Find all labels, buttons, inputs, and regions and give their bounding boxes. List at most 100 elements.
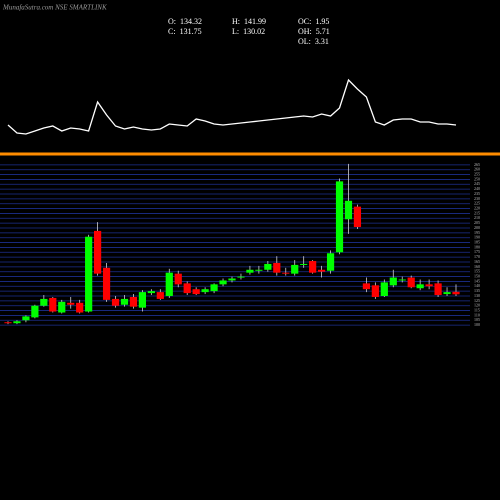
y-tick-label: 180 bbox=[474, 244, 480, 249]
y-tick-label: 165 bbox=[474, 259, 480, 264]
candle-body bbox=[156, 292, 164, 299]
y-tick-label: 145 bbox=[474, 278, 480, 283]
y-tick-label: 250 bbox=[474, 176, 480, 181]
candle-body bbox=[452, 291, 460, 295]
ohlc-stat: OC: 1.95 bbox=[298, 17, 329, 26]
y-tick-label: 205 bbox=[474, 220, 480, 225]
y-tick-label: 150 bbox=[474, 273, 480, 278]
candle-body bbox=[318, 269, 326, 272]
y-tick-label: 105 bbox=[474, 317, 480, 322]
ohlc-stat: O: 134.32 bbox=[168, 17, 202, 26]
candle-body bbox=[67, 302, 75, 305]
y-tick-label: 240 bbox=[474, 186, 480, 191]
ohlc-stat: OL: 3.31 bbox=[298, 37, 329, 46]
stat-label: OL: bbox=[298, 37, 311, 46]
candle-body bbox=[255, 269, 263, 271]
y-tick-label: 170 bbox=[474, 254, 480, 259]
candle-body bbox=[49, 297, 57, 312]
y-tick-label: 130 bbox=[474, 293, 480, 298]
chart-title: MunafaSutra.com NSE SMARTLINK bbox=[2, 4, 107, 12]
y-tick-label: 135 bbox=[474, 288, 480, 293]
y-tick-label: 155 bbox=[474, 269, 480, 274]
candle-body bbox=[380, 282, 388, 296]
y-tick-label: 175 bbox=[474, 249, 480, 254]
candle-body bbox=[138, 292, 146, 308]
candle-body bbox=[201, 289, 209, 293]
y-tick-label: 115 bbox=[474, 307, 480, 312]
stat-label: OH: bbox=[298, 27, 312, 36]
candle-body bbox=[85, 236, 93, 312]
stat-label: H: bbox=[232, 17, 240, 26]
y-tick-label: 230 bbox=[474, 196, 480, 201]
candle-body bbox=[237, 276, 245, 278]
candle-body bbox=[120, 298, 129, 305]
candle-body bbox=[228, 278, 236, 281]
candle-body bbox=[102, 267, 111, 300]
candle-body bbox=[111, 298, 120, 306]
candle-body bbox=[147, 291, 155, 294]
candle-body bbox=[389, 277, 397, 286]
indicator-line bbox=[7, 78, 457, 135]
candle-body bbox=[300, 263, 308, 265]
y-tick-label: 125 bbox=[474, 298, 480, 303]
candle-body bbox=[22, 316, 30, 321]
candle-body bbox=[31, 305, 39, 318]
ohlc-stat: C: 131.75 bbox=[168, 27, 202, 36]
y-tick-label: 140 bbox=[474, 283, 480, 288]
candle-body bbox=[264, 263, 272, 270]
stat-label: L: bbox=[232, 27, 239, 36]
stat-label: C: bbox=[168, 27, 176, 36]
candle-body bbox=[94, 230, 102, 274]
candle-body bbox=[398, 279, 406, 281]
stat-value: 1.95 bbox=[315, 17, 329, 26]
y-tick-label: 260 bbox=[474, 167, 480, 172]
candle-body bbox=[326, 253, 335, 271]
y-tick-label: 185 bbox=[474, 239, 480, 244]
candle-body bbox=[362, 283, 370, 290]
y-tick-label: 215 bbox=[474, 210, 480, 215]
ohlc-stat: H: 141.99 bbox=[232, 17, 266, 26]
candle-body bbox=[58, 301, 66, 313]
candle-body bbox=[282, 272, 290, 274]
ohlc-stat: L: 130.02 bbox=[232, 27, 265, 36]
candle-body bbox=[434, 283, 442, 296]
candle-body bbox=[174, 273, 182, 285]
candle-body bbox=[192, 289, 200, 295]
ohlc-stat: OH: 5.71 bbox=[298, 27, 330, 36]
y-tick-label: 100 bbox=[474, 322, 480, 327]
candle-body bbox=[309, 261, 317, 273]
y-tick-label: 220 bbox=[474, 205, 480, 210]
stat-value: 130.02 bbox=[243, 27, 265, 36]
candle-body bbox=[165, 272, 173, 296]
y-tick-label: 225 bbox=[474, 201, 480, 206]
stat-label: OC: bbox=[298, 17, 311, 26]
stat-value: 5.71 bbox=[316, 27, 330, 36]
candle-body bbox=[4, 322, 12, 324]
candle-body bbox=[13, 321, 21, 324]
candle-body bbox=[291, 264, 299, 274]
stat-value: 141.99 bbox=[244, 17, 266, 26]
y-tick-label: 235 bbox=[474, 191, 480, 196]
candle-body bbox=[210, 284, 218, 292]
stat-value: 131.75 bbox=[180, 27, 202, 36]
candle-body bbox=[273, 262, 281, 273]
candle-body bbox=[76, 302, 84, 313]
y-tick-label: 245 bbox=[474, 181, 480, 186]
candle-body bbox=[246, 269, 254, 273]
y-tick-label: 200 bbox=[474, 225, 480, 230]
y-tick-label: 190 bbox=[474, 235, 480, 240]
candle-body bbox=[443, 292, 451, 295]
candle-body bbox=[353, 206, 362, 228]
y-tick-label: 255 bbox=[474, 171, 480, 176]
y-tick-label: 210 bbox=[474, 215, 480, 220]
y-tick-label: 265 bbox=[474, 162, 480, 167]
stat-value: 3.31 bbox=[315, 37, 329, 46]
candle-body bbox=[425, 284, 433, 287]
candle-body bbox=[183, 283, 191, 294]
candle-body bbox=[335, 181, 344, 253]
y-tick-label: 120 bbox=[474, 303, 480, 308]
y-tick-label: 110 bbox=[474, 312, 480, 317]
candle-body bbox=[129, 296, 138, 307]
stat-value: 134.32 bbox=[180, 17, 202, 26]
